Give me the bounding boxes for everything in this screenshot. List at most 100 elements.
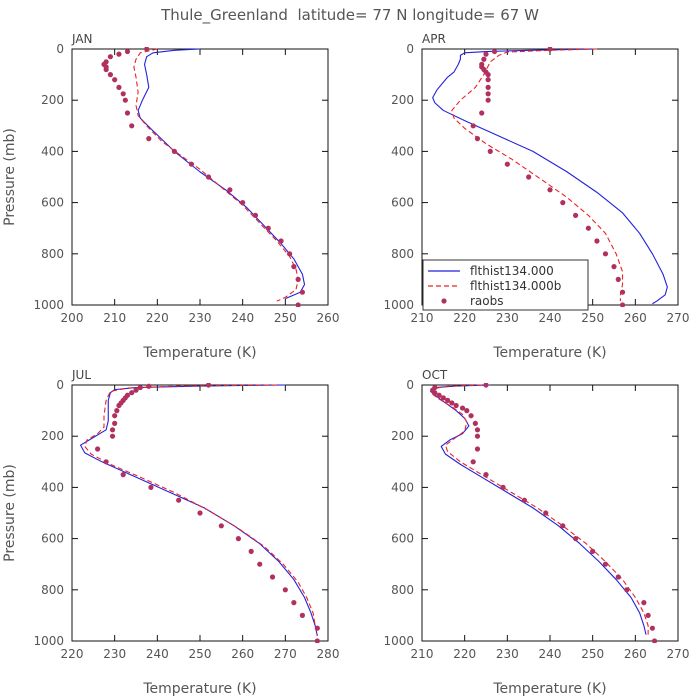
x-tick-label-apr: 270 — [667, 311, 690, 325]
raobs-point-jul — [112, 420, 118, 426]
x-tick-label-apr: 210 — [411, 311, 434, 325]
x-tick-label-jan: 250 — [274, 311, 297, 325]
raobs-point-jan — [116, 51, 122, 57]
raobs-point-apr — [594, 238, 600, 244]
y-axis-title-jan: Pressure (mb) — [2, 128, 18, 226]
raobs-point-oct — [521, 497, 528, 503]
raobs-point-jan — [146, 136, 152, 142]
y-tick-label-jul: 200 — [41, 429, 64, 443]
series-group-apr — [432, 47, 668, 307]
raobs-point-apr — [483, 51, 489, 57]
x-tick-label-jul: 230 — [103, 647, 126, 661]
raobs-point-jan — [129, 123, 135, 129]
raobs-point-jan — [103, 66, 109, 73]
raobs-point-oct — [590, 548, 596, 555]
raobs-point-apr — [585, 225, 592, 231]
panel-jan: JAN 200 210 220 230 240 250 260 0 200 400 600 800 10… — [2, 32, 339, 361]
raobs-point-apr — [547, 187, 553, 193]
raobs-point-jul — [95, 446, 101, 452]
raobs-point-oct — [543, 510, 549, 516]
x-tick-label-oct: 210 — [411, 647, 434, 661]
raobs-point-jan — [240, 200, 246, 206]
raobs-point-oct — [453, 402, 459, 409]
y-tick-label-apr: 1000 — [383, 298, 414, 312]
y-tick-label-jan: 200 — [41, 93, 64, 107]
panel-label-apr: APR — [422, 32, 446, 46]
raobs-point-jul — [248, 548, 254, 555]
raobs-point-oct — [645, 612, 651, 619]
raobs-point-jan — [291, 264, 297, 270]
x-tick-label-oct: 230 — [496, 647, 519, 661]
raobs-point-jan — [120, 91, 126, 97]
raobs-point-jul — [116, 402, 122, 409]
x-tick-label-oct: 270 — [667, 647, 690, 661]
x-axis-title-oct: Temperature (K) — [492, 681, 606, 697]
raobs-point-jan — [295, 302, 301, 307]
raobs-point-jan — [265, 225, 271, 231]
raobs-point-oct — [649, 625, 656, 631]
panel-jul: JUL 220 230 240 250 260 270 280 0 200 400 600 800 10… — [2, 368, 339, 697]
raobs-point-apr — [611, 264, 617, 270]
raobs-point-apr — [485, 84, 491, 90]
model1-line-jul — [79, 384, 318, 636]
y-tick-label-jan: 400 — [41, 144, 64, 158]
raobs-point-jan — [124, 110, 131, 116]
raobs-point-oct — [432, 390, 438, 396]
series-group-jan — [101, 47, 306, 307]
x-tick-label-oct: 260 — [624, 647, 647, 661]
raobs-point-jul — [197, 510, 203, 516]
y-tick-label-oct: 600 — [391, 532, 414, 546]
figure-title: Thule_Greenland latitude= 77 N longitude… — [160, 6, 539, 25]
raobs-point-oct — [483, 383, 489, 388]
y-tick-label-apr: 400 — [391, 144, 414, 158]
raobs-point-apr — [470, 123, 476, 129]
raobs-point-jul — [109, 433, 116, 439]
y-tick-label-jul: 800 — [41, 583, 64, 597]
raobs-point-jul — [146, 383, 152, 389]
model2-line-oct — [429, 384, 649, 635]
plot-frame-oct — [421, 384, 679, 642]
raobs-point-apr — [485, 97, 491, 103]
raobs-point-oct — [449, 400, 455, 406]
legend-label-model2: flthist134.000b — [470, 279, 561, 293]
x-tick-label-jan: 240 — [231, 311, 254, 325]
raobs-point-apr — [487, 148, 493, 154]
model1-line-oct — [429, 384, 647, 635]
y-tick-label-apr: 0 — [406, 42, 414, 56]
x-tick-label-jan: 210 — [103, 311, 126, 325]
raobs-point-oct — [651, 638, 658, 643]
x-tick-label-oct: 250 — [581, 647, 604, 661]
raobs-point-apr — [547, 47, 553, 52]
y-tick-label-jul: 1000 — [33, 634, 64, 648]
x-tick-label-oct: 220 — [453, 647, 476, 661]
raobs-point-apr — [474, 136, 481, 142]
raobs-point-jan — [107, 72, 113, 78]
x-axis-title-apr: Temperature (K) — [492, 345, 606, 361]
raobs-point-oct — [641, 600, 647, 606]
model2-line-jul — [84, 384, 318, 636]
raobs-point-apr — [619, 302, 626, 307]
raobs-point-jan — [188, 161, 195, 167]
raobs-point-oct — [500, 484, 506, 490]
raobs-point-oct — [472, 420, 478, 426]
raobs-point-jul — [176, 497, 182, 503]
raobs-point-jul — [148, 484, 154, 490]
series-group-oct — [429, 383, 658, 643]
raobs-point-apr — [485, 77, 491, 83]
raobs-point-jul — [257, 561, 263, 567]
raobs-point-jan — [171, 148, 177, 154]
raobs-point-apr — [491, 48, 498, 55]
y-tick-label-oct: 200 — [391, 429, 414, 443]
y-tick-label-oct: 0 — [406, 378, 414, 392]
raobs-point-oct — [459, 405, 466, 411]
y-tick-label-jul: 0 — [56, 378, 64, 392]
y-axis-title-jul: Pressure (mb) — [2, 464, 18, 562]
raobs-point-apr — [615, 276, 621, 282]
y-tick-label-oct: 800 — [391, 583, 414, 597]
raobs-point-jul — [114, 408, 120, 414]
y-tick-label-jul: 400 — [41, 480, 64, 494]
x-tick-label-jul: 270 — [274, 647, 297, 661]
raobs-point-apr — [481, 56, 487, 62]
x-tick-label-jul: 220 — [61, 647, 84, 661]
